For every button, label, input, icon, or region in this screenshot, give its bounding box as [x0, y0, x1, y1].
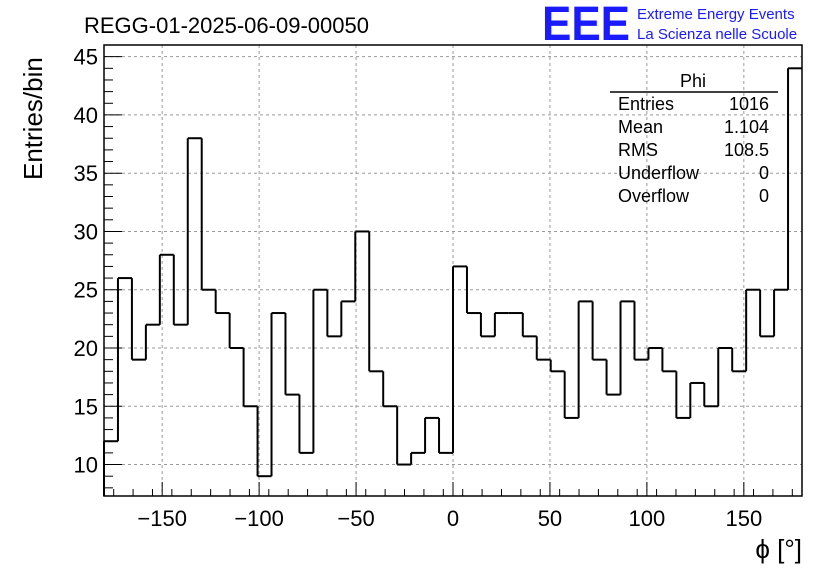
y-tick-label: 30: [74, 219, 98, 244]
x-tick-label: 100: [629, 506, 666, 531]
x-tick-label: −100: [234, 506, 284, 531]
logo-line-2: La Scienza nelle Scuole: [637, 26, 797, 43]
stats-underflow-label: Underflow: [618, 163, 700, 183]
stats-title: Phi: [680, 71, 706, 91]
stats-overflow-label: Overflow: [618, 186, 690, 206]
x-tick-label: 50: [538, 506, 562, 531]
stats-rms-label: RMS: [618, 140, 658, 160]
y-tick-label: 35: [74, 161, 98, 186]
x-tick-label: −150: [137, 506, 187, 531]
stats-entries-value: 1016: [729, 94, 769, 114]
y-axis-label: Entries/bin: [18, 57, 48, 180]
stats-mean-label: Mean: [618, 117, 663, 137]
x-tick-label: 150: [725, 506, 762, 531]
x-tick-label: −50: [337, 506, 374, 531]
eee-logo-mark: EEE: [542, 0, 630, 51]
stats-rms-value: 108.5: [724, 140, 769, 160]
x-tick-label: 0: [447, 506, 459, 531]
chart-title: REGG-01-2025-06-09-00050: [84, 13, 369, 38]
y-tick-labels: 10 15 20 25 30 35 40 45: [74, 45, 98, 478]
histogram-series: [103, 67, 802, 496]
y-tick-label: 45: [74, 45, 98, 70]
y-tick-label: 25: [74, 278, 98, 303]
y-tick-label: 10: [74, 453, 98, 478]
x-axis-label: ϕ [°]: [755, 534, 802, 564]
stats-overflow-value: 0: [759, 186, 769, 206]
axis-ticks: [104, 44, 793, 496]
y-tick-label: 15: [74, 394, 98, 419]
x-tick-labels: −150 −100 −50 0 50 100 150: [137, 506, 762, 531]
y-tick-label: 20: [74, 336, 98, 361]
stats-box: Phi Entries 1016 Mean 1.104 RMS 108.5 Un…: [610, 71, 778, 206]
logo-line-1: Extreme Energy Events: [637, 6, 795, 23]
stats-mean-value: 1.104: [724, 117, 769, 137]
stats-entries-label: Entries: [618, 94, 674, 114]
y-tick-label: 40: [74, 103, 98, 128]
stats-underflow-value: 0: [759, 163, 769, 183]
eee-logo: EEE Extreme Energy Events La Scienza nel…: [542, 0, 797, 51]
